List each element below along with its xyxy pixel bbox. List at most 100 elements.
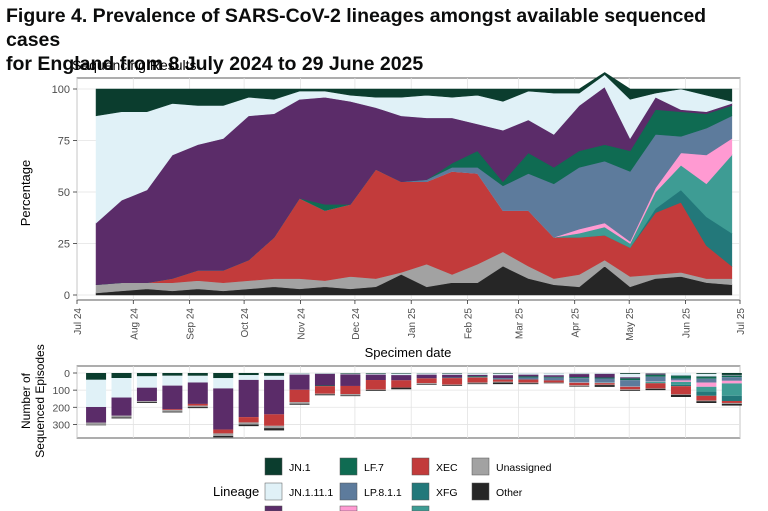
bar-segment-kp-3-1-1 bbox=[340, 374, 361, 386]
bar-segment-other bbox=[620, 390, 641, 391]
main-x-tick-label-jun-25: Jun 25 bbox=[682, 308, 693, 338]
bar-segment-xfg-x bbox=[670, 380, 691, 382]
bar-segment-other bbox=[162, 411, 183, 413]
legend-label: Unassigned bbox=[496, 462, 552, 474]
legend-swatch bbox=[339, 457, 358, 476]
bar-2024-10-14 bbox=[264, 373, 285, 431]
bar-y-tick-label-300: 300 bbox=[52, 419, 70, 431]
bar-2024-11-11 bbox=[314, 373, 335, 396]
figure-title: Figure 4. Prevalence of SARS-CoV-2 linea… bbox=[6, 4, 762, 76]
bar-segment-nb-1-8-1 bbox=[670, 381, 691, 385]
bar-segment-xec bbox=[569, 382, 590, 386]
main-x-tick-label-aug-24: Aug 24 bbox=[129, 308, 140, 340]
bar-segment-lp-8-1-1 bbox=[569, 378, 590, 383]
bar-segment-jn-1-11-1 bbox=[213, 378, 234, 389]
main-y-tick-label-25: 25 bbox=[58, 239, 70, 251]
bar-segment-other bbox=[442, 385, 463, 386]
bar-segment-xec bbox=[670, 386, 691, 395]
bar-segment-kp-3-1-1 bbox=[136, 387, 157, 402]
legend-swatch bbox=[411, 482, 430, 501]
bar-y-axis: 0 100 200 300 bbox=[52, 368, 77, 431]
bar-segment-kp-3-1-1 bbox=[543, 375, 564, 377]
bar-segment-other bbox=[340, 395, 361, 397]
bar-segment-unassigned bbox=[111, 415, 132, 418]
bar-2025-02-17 bbox=[492, 373, 513, 385]
bar-segment-lp-8-1-1 bbox=[670, 378, 691, 381]
main-x-tick-label-may-25: May 25 bbox=[625, 308, 636, 341]
main-y-axis: 0 25 50 75 100 bbox=[52, 84, 77, 302]
bar-segment-kp-3-1-1 bbox=[365, 374, 386, 381]
legend-label: XFG bbox=[436, 487, 458, 499]
bar-segment-xec bbox=[594, 383, 615, 385]
bar-2025-01-20 bbox=[442, 373, 463, 386]
bar-segment-jn-1-11-1 bbox=[670, 373, 691, 376]
bar-segment-lp-8-1-1 bbox=[492, 378, 513, 380]
bar-segment-unassigned bbox=[187, 405, 208, 408]
bar-segment-jn-1 bbox=[86, 373, 107, 380]
bar-segment-kp-3-1-1 bbox=[391, 375, 412, 381]
legend-item-other: Other bbox=[471, 482, 523, 501]
bar-segment-lf-7 bbox=[670, 375, 691, 379]
bar-segment-jn-1 bbox=[213, 373, 234, 379]
bar-segment-jn-1-11-1 bbox=[391, 373, 412, 376]
bar-segment-kp-3-1-1 bbox=[416, 374, 437, 379]
bar-segment-nb-1-8-1 bbox=[645, 381, 666, 383]
bar-segment-xec bbox=[187, 403, 208, 406]
bar-segment-jn-1 bbox=[391, 373, 412, 374]
bar-segment-kp-3-1-1 bbox=[620, 377, 641, 379]
bar-segment-jn-1-11-1 bbox=[111, 377, 132, 398]
bar-segment-xec bbox=[238, 417, 259, 423]
bar-segment-lf-7 bbox=[594, 377, 615, 379]
bar-segment-lp-8-1-1 bbox=[594, 378, 615, 383]
bar-segment-jn-1-11-1 bbox=[467, 373, 488, 375]
bar-segment-jn-1-11-1 bbox=[264, 375, 285, 380]
legend-item-unassigned: Unassigned bbox=[471, 457, 552, 476]
bar-segment-unassigned bbox=[86, 422, 107, 425]
main-chart-title: Sequencing Results bbox=[72, 57, 197, 73]
bar-segment-kp-3-1-1 bbox=[492, 375, 513, 379]
bar-segment-lp-8-1-1 bbox=[620, 380, 641, 387]
bar-y-tick-label-0: 0 bbox=[64, 368, 70, 380]
legend-item-lp-8-1-1: LP.8.1.1 bbox=[339, 482, 402, 501]
legend-swatch bbox=[471, 457, 490, 476]
bar-segment-jn-1 bbox=[721, 373, 742, 375]
bar-segment-unassigned bbox=[314, 393, 335, 395]
legend-swatch-partial bbox=[339, 505, 358, 511]
bar-segment-kp-3-1-1 bbox=[442, 374, 463, 378]
main-x-tick-label-oct-24: Oct 24 bbox=[240, 308, 251, 338]
bar-2025-04-14 bbox=[594, 373, 615, 387]
legend-item-xec: XEC bbox=[411, 457, 458, 476]
bar-segment-unassigned bbox=[569, 385, 590, 387]
bar-segment-kp-3-1-1 bbox=[264, 379, 285, 415]
bar-segment-lp-8-1-1 bbox=[645, 376, 666, 382]
bar-y-axis-label-line-2: Sequenced Episodes bbox=[33, 344, 47, 457]
bar-segment-unassigned bbox=[696, 400, 717, 402]
bar-segment-xec bbox=[442, 378, 463, 385]
bar-segment-xec bbox=[391, 380, 412, 388]
bar-segment-kp-3-1-1 bbox=[238, 379, 259, 418]
bar-segment-xec bbox=[518, 379, 539, 383]
bar-2025-05-26 bbox=[670, 373, 691, 397]
main-x-tick-label-sep-24: Sep 24 bbox=[186, 308, 197, 340]
bar-segment-unassigned bbox=[721, 402, 742, 404]
bar-segment-other bbox=[111, 417, 132, 419]
bar-2025-06-23 bbox=[721, 373, 742, 406]
main-x-tick-label-dec-24: Dec 24 bbox=[351, 308, 362, 340]
main-x-tick-label-feb-25: Feb 25 bbox=[464, 308, 475, 340]
bar-segment-nb-1-8-1 bbox=[696, 386, 717, 392]
legend-swatch-partial bbox=[411, 505, 430, 511]
bar-2025-04-28 bbox=[620, 373, 641, 391]
legend-label: LF.7 bbox=[364, 462, 384, 474]
legend-swatch bbox=[264, 482, 283, 501]
bar-segment-other bbox=[238, 424, 259, 427]
bar-segment-lf-7 bbox=[518, 376, 539, 378]
bar-segment-jn-1 bbox=[696, 373, 717, 374]
bar-segment-other bbox=[543, 382, 564, 384]
legend-swatch bbox=[264, 457, 283, 476]
main-x-tick-label-nov-24: Nov 24 bbox=[296, 308, 307, 340]
bar-segment-other bbox=[721, 403, 742, 406]
legend-item-lf-7: LF.7 bbox=[339, 457, 384, 476]
bar-segment-xfg bbox=[696, 391, 717, 396]
bar-2025-03-17 bbox=[543, 373, 564, 384]
bar-segment-kp-3-1-1 bbox=[162, 385, 183, 410]
